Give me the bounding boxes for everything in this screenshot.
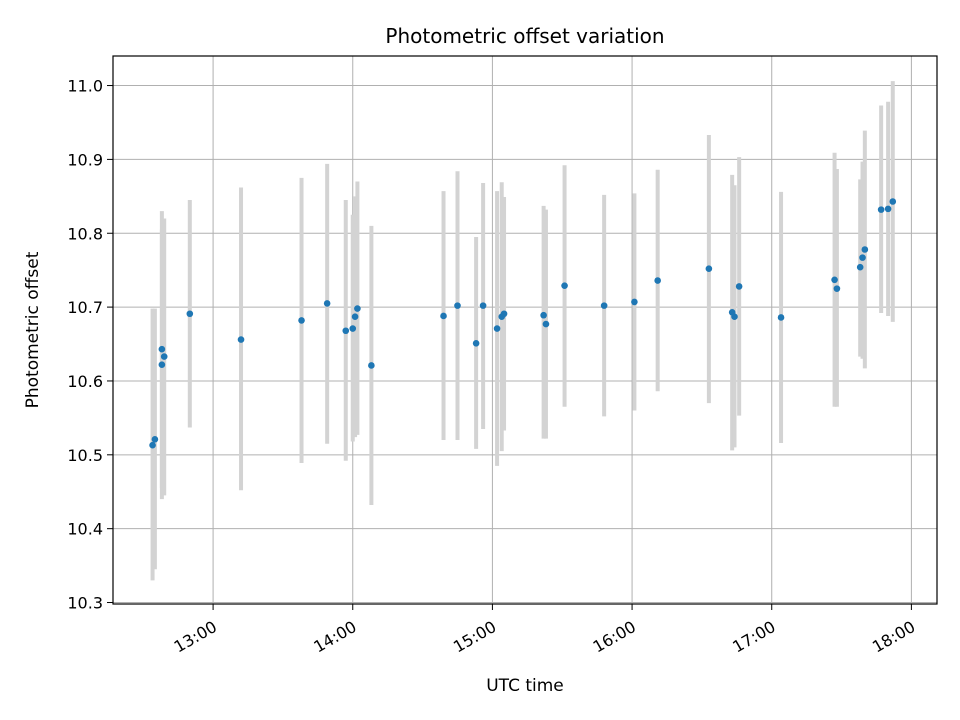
data-point: [705, 265, 713, 273]
data-point: [354, 305, 361, 312]
data-point: [877, 206, 885, 213]
data-point: [861, 246, 869, 253]
data-point: [151, 436, 159, 443]
data-point: [237, 336, 245, 343]
data-point: [479, 302, 487, 309]
data-point: [298, 317, 305, 324]
data-point: [368, 362, 375, 369]
data-point: [454, 302, 461, 309]
y-tick-label: 10.5: [67, 446, 103, 465]
data-point: [831, 276, 838, 284]
data-point: [631, 298, 638, 306]
data-point: [349, 325, 357, 332]
data-point: [833, 285, 841, 292]
data-point: [561, 282, 568, 289]
data-point: [735, 283, 743, 290]
data-point: [351, 313, 359, 321]
data-point: [654, 277, 661, 284]
y-axis-title: Photometric offset: [23, 251, 43, 408]
data-point: [342, 327, 350, 335]
data-point: [777, 314, 785, 321]
y-tick-label: 10.9: [67, 150, 103, 169]
data-point: [859, 254, 866, 261]
data-point: [186, 310, 194, 318]
y-tick-label: 10.3: [67, 594, 103, 613]
y-tick-label: 10.6: [67, 372, 103, 391]
data-point: [440, 312, 447, 320]
data-point: [884, 205, 892, 213]
data-point: [856, 263, 864, 271]
data-point: [472, 339, 480, 347]
data-point: [493, 325, 501, 332]
data-point: [149, 441, 156, 449]
data-point: [323, 300, 331, 307]
y-tick-label: 10.7: [67, 298, 103, 317]
chart-title: Photometric offset variation: [385, 24, 664, 48]
grid: [113, 56, 937, 604]
data-point: [540, 311, 547, 319]
data-point: [158, 345, 166, 353]
y-tick-label: 10.8: [67, 224, 103, 243]
y-tick-label: 10.4: [67, 520, 103, 539]
data-point: [160, 353, 168, 360]
data-point: [889, 198, 897, 205]
data-point: [600, 302, 608, 309]
data-points: [149, 198, 897, 449]
x-axis-title: UTC time: [486, 676, 564, 696]
data-point: [158, 361, 166, 369]
y-tick-label: 11.0: [67, 77, 103, 96]
data-point: [731, 313, 738, 321]
data-point: [500, 310, 508, 318]
data-point: [542, 320, 550, 328]
plot-frame: [112, 55, 938, 605]
